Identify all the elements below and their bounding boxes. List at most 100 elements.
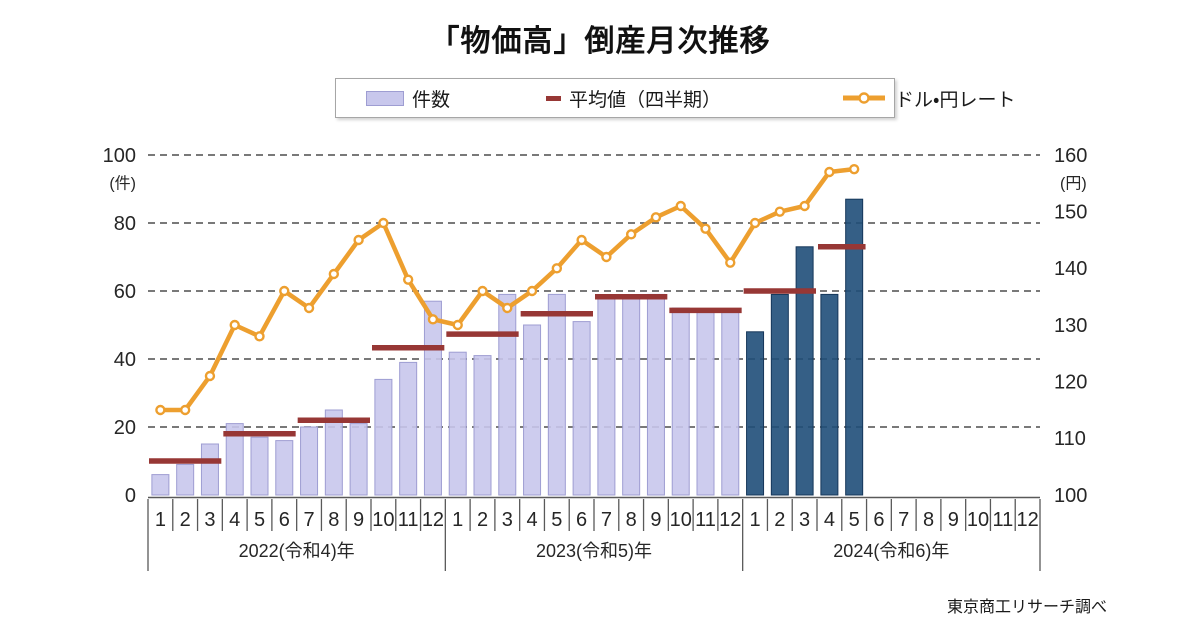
right-axis-unit: (円) [1060, 175, 1087, 192]
count-bar-2023-10 [671, 307, 690, 496]
rate-marker [155, 404, 166, 416]
month-label: 5 [849, 509, 860, 531]
rate-marker [848, 163, 860, 175]
month-label: 6 [279, 509, 290, 531]
count-bar-2022-3 [200, 443, 219, 496]
month-label: 7 [898, 509, 909, 531]
count-bar-2022-4 [225, 423, 244, 496]
right-tick-label: 100 [1054, 485, 1087, 507]
month-label: 11 [992, 509, 1013, 531]
count-bar-2023-7 [597, 297, 616, 496]
count-bar-2023-1 [448, 351, 467, 496]
rate-marker [204, 370, 216, 382]
left-tick-label: 0 [125, 485, 136, 507]
rate-marker [502, 302, 513, 314]
rate-line-icon [843, 92, 886, 104]
count-bars [151, 198, 864, 496]
rate-marker [452, 319, 463, 331]
month-label: 6 [576, 509, 587, 531]
right-tick-label: 130 [1054, 315, 1087, 337]
left-tick-label: 40 [114, 349, 136, 371]
average-dash-icon [546, 95, 562, 101]
count-bar-2024-3 [795, 246, 814, 496]
rate-marker [179, 404, 191, 416]
rate-marker [551, 263, 563, 274]
year-label: 2023(令和5)年 [536, 541, 652, 561]
rate-marker [774, 206, 786, 217]
right-tick-label: 140 [1054, 258, 1087, 280]
rate-marker [824, 166, 835, 178]
rate-marker [601, 251, 612, 263]
month-label: 7 [303, 509, 314, 531]
month-label: 11 [398, 509, 419, 531]
month-label: 11 [695, 509, 716, 531]
year-label: 2022(令和4)年 [239, 541, 355, 561]
month-label: 2 [774, 509, 785, 531]
gridlines [148, 154, 1040, 428]
left-axis-labels: 0 20 40 60 80 100 (件) [103, 145, 136, 507]
month-label: 3 [799, 509, 810, 531]
month-label: 5 [551, 509, 562, 531]
month-label: 3 [502, 509, 513, 531]
month-label: 5 [254, 509, 265, 531]
month-label: 8 [328, 509, 339, 531]
rate-marker [303, 302, 315, 314]
count-bar-2022-6 [275, 440, 294, 496]
month-label: 10 [670, 509, 692, 531]
month-label: 3 [204, 509, 215, 531]
count-bar-2024-4 [820, 293, 839, 496]
month-label: 8 [626, 509, 637, 531]
year-label: 2024(令和6)年 [833, 541, 949, 561]
rate-marker [799, 200, 810, 212]
month-label: 6 [873, 509, 884, 531]
month-label: 9 [650, 509, 661, 531]
count-bar-2022-5 [250, 436, 269, 496]
count-bar-2022-2 [176, 463, 195, 496]
count-bar-2024-2 [770, 293, 789, 496]
count-bar-2022-7 [300, 426, 319, 496]
rate-marker [526, 285, 538, 297]
month-label: 1 [452, 509, 463, 531]
rate-markers [155, 163, 860, 416]
month-label: 4 [824, 509, 835, 531]
legend-item-average: 平均値（四半期） [450, 85, 721, 112]
count-bar-2022-10 [374, 378, 393, 496]
rate-marker [328, 268, 340, 280]
legend-average-label: 平均値（四半期） [569, 89, 722, 111]
left-tick-label: 100 [103, 145, 136, 167]
legend-item-rate: ドル・円レート [721, 85, 1016, 112]
month-label: 12 [422, 509, 444, 531]
month-label: 1 [749, 509, 760, 531]
month-label: 10 [967, 509, 989, 531]
legend: 件数 平均値（四半期） ドル・円レート [335, 78, 1016, 118]
left-tick-label: 80 [114, 213, 136, 235]
legend-rate-label: ドル・円レート [895, 89, 1016, 111]
count-bar-2023-9 [646, 293, 665, 496]
right-tick-label: 160 [1054, 145, 1087, 167]
count-bar-2024-5 [845, 198, 864, 496]
month-label: 1 [155, 509, 166, 531]
legend-counts-label: 件数 [412, 89, 451, 111]
rate-marker [427, 314, 439, 325]
rate-marker [675, 200, 686, 212]
month-label: 9 [948, 509, 959, 531]
month-label: 12 [719, 509, 741, 531]
month-label: 4 [526, 509, 537, 531]
rate-marker [725, 257, 736, 268]
count-bar-2022-11 [399, 361, 418, 496]
legend-item-counts: 件数 [336, 85, 450, 112]
count-bar-2023-2 [473, 355, 492, 496]
rate-marker [229, 319, 240, 331]
right-tick-label: 110 [1054, 428, 1086, 450]
month-label: 7 [601, 509, 612, 531]
rate-marker [477, 285, 488, 297]
rate-marker [700, 223, 711, 234]
count-bar-2023-6 [572, 321, 591, 496]
left-tick-label: 60 [114, 281, 136, 303]
count-bar-2023-4 [523, 324, 542, 496]
rate-marker [650, 212, 662, 223]
rate-marker [576, 234, 587, 246]
rate-marker [402, 274, 414, 285]
count-bar-2023-11 [696, 310, 715, 496]
